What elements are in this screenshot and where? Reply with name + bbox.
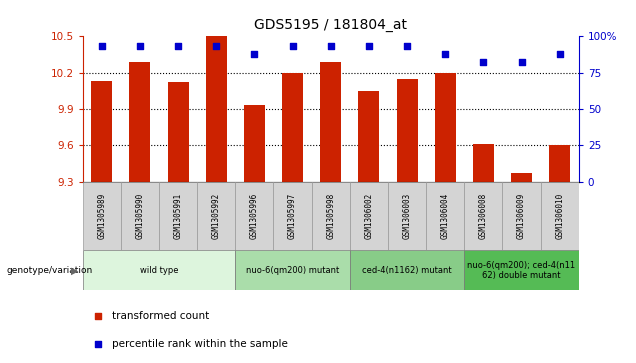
Bar [321, 62, 341, 182]
Bar [83, 182, 121, 250]
Bar [397, 79, 417, 182]
Bar [206, 36, 227, 182]
Bar [435, 73, 456, 182]
Text: GSM1305991: GSM1305991 [174, 193, 183, 239]
Text: GSM1306002: GSM1306002 [364, 193, 373, 239]
Point [135, 44, 145, 49]
Bar [388, 182, 426, 250]
Bar [235, 250, 350, 290]
Point [440, 51, 450, 57]
Title: GDS5195 / 181804_at: GDS5195 / 181804_at [254, 19, 407, 33]
Bar [350, 182, 388, 250]
Text: GSM1305998: GSM1305998 [326, 193, 335, 239]
Bar [541, 182, 579, 250]
Bar [244, 105, 265, 182]
Text: wild type: wild type [140, 266, 178, 275]
Bar [464, 250, 579, 290]
Bar [426, 182, 464, 250]
Text: ced-4(n1162) mutant: ced-4(n1162) mutant [363, 266, 452, 275]
Text: GSM1305990: GSM1305990 [135, 193, 144, 239]
Bar [235, 182, 273, 250]
Text: GSM1306010: GSM1306010 [555, 193, 564, 239]
Bar [130, 62, 151, 182]
Text: nuo-6(qm200); ced-4(n11
62) double mutant: nuo-6(qm200); ced-4(n11 62) double mutan… [467, 261, 576, 280]
Text: GSM1306008: GSM1306008 [479, 193, 488, 239]
Bar [473, 144, 494, 182]
Text: percentile rank within the sample: percentile rank within the sample [113, 339, 288, 349]
Point [249, 51, 259, 57]
Bar [273, 182, 312, 250]
Point [555, 51, 565, 57]
Text: ▶: ▶ [71, 265, 79, 276]
Bar [83, 250, 235, 290]
Point [402, 44, 412, 49]
Bar [550, 145, 570, 182]
Text: GSM1306004: GSM1306004 [441, 193, 450, 239]
Text: GSM1306003: GSM1306003 [403, 193, 411, 239]
Text: GSM1306009: GSM1306009 [517, 193, 526, 239]
Point [287, 44, 298, 49]
Bar [282, 73, 303, 182]
Bar [312, 182, 350, 250]
Bar [502, 182, 541, 250]
Text: GSM1305989: GSM1305989 [97, 193, 106, 239]
Bar [197, 182, 235, 250]
Bar [159, 182, 197, 250]
Bar [92, 81, 113, 182]
Point [211, 44, 221, 49]
Bar [359, 91, 379, 182]
Bar [168, 82, 189, 182]
Text: GSM1305997: GSM1305997 [288, 193, 297, 239]
Point [326, 44, 336, 49]
Text: GSM1305996: GSM1305996 [250, 193, 259, 239]
Text: nuo-6(qm200) mutant: nuo-6(qm200) mutant [246, 266, 339, 275]
Bar [464, 182, 502, 250]
Text: GSM1305992: GSM1305992 [212, 193, 221, 239]
Point [516, 60, 527, 65]
Point [478, 60, 488, 65]
Bar [350, 250, 464, 290]
Point [364, 44, 374, 49]
Point [97, 44, 107, 49]
Bar [511, 173, 532, 182]
Text: transformed count: transformed count [113, 311, 210, 321]
Text: genotype/variation: genotype/variation [6, 266, 93, 275]
Point [461, 185, 471, 191]
Point [173, 44, 183, 49]
Bar [121, 182, 159, 250]
